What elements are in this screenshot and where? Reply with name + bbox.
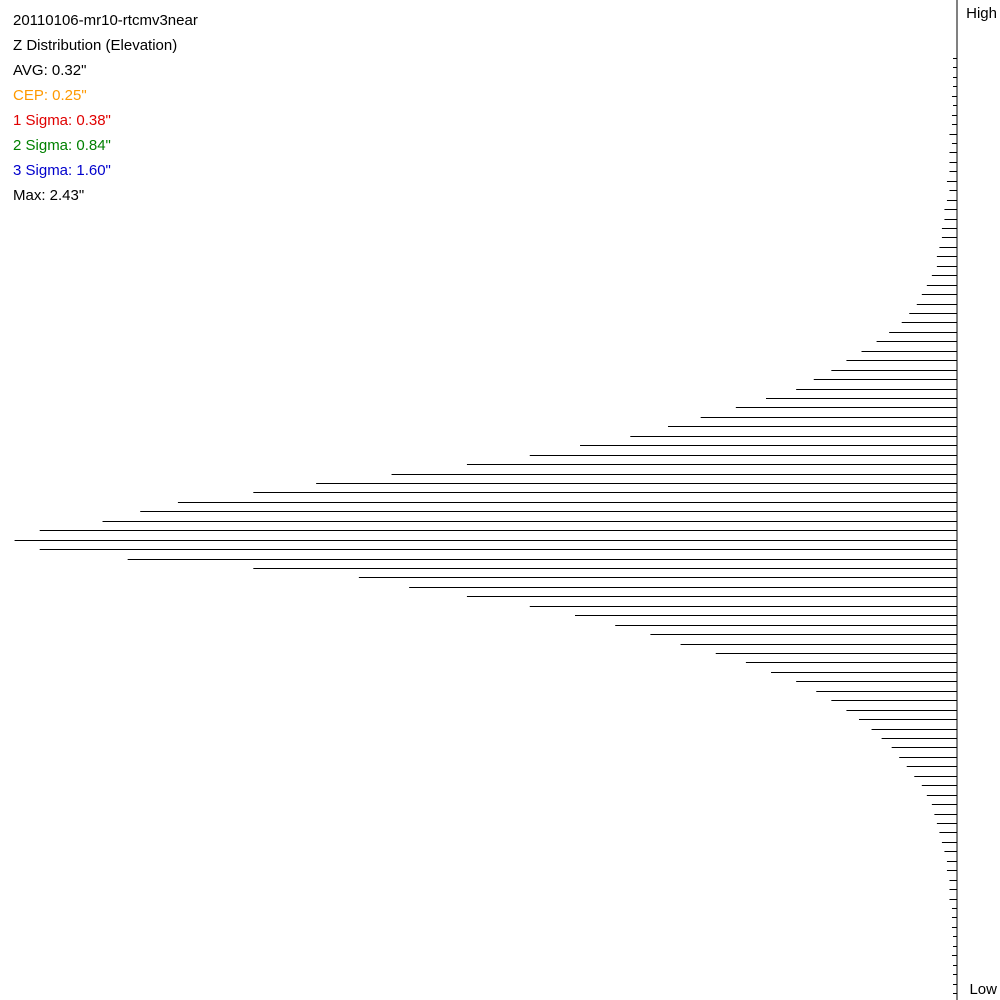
sigma1-stat: 1 Sigma: 0.38" — [13, 112, 111, 129]
axis-high-label: High — [966, 5, 997, 22]
max-stat: Max: 2.43" — [13, 187, 85, 204]
chart-title: 20110106-mr10-rtcmv3near — [13, 12, 198, 29]
axis-low-label: Low — [969, 981, 997, 998]
histogram-bars — [14, 58, 957, 994]
sigma3-stat: 3 Sigma: 1.60" — [13, 162, 111, 179]
cep-stat: CEP: 0.25" — [13, 87, 87, 104]
chart-subtitle: Z Distribution (Elevation) — [13, 37, 178, 54]
avg-stat: AVG: 0.32" — [13, 62, 87, 79]
sigma2-stat: 2 Sigma: 0.84" — [13, 137, 111, 154]
stats-panel: 20110106-mr10-rtcmv3near Z Distribution … — [13, 8, 198, 208]
